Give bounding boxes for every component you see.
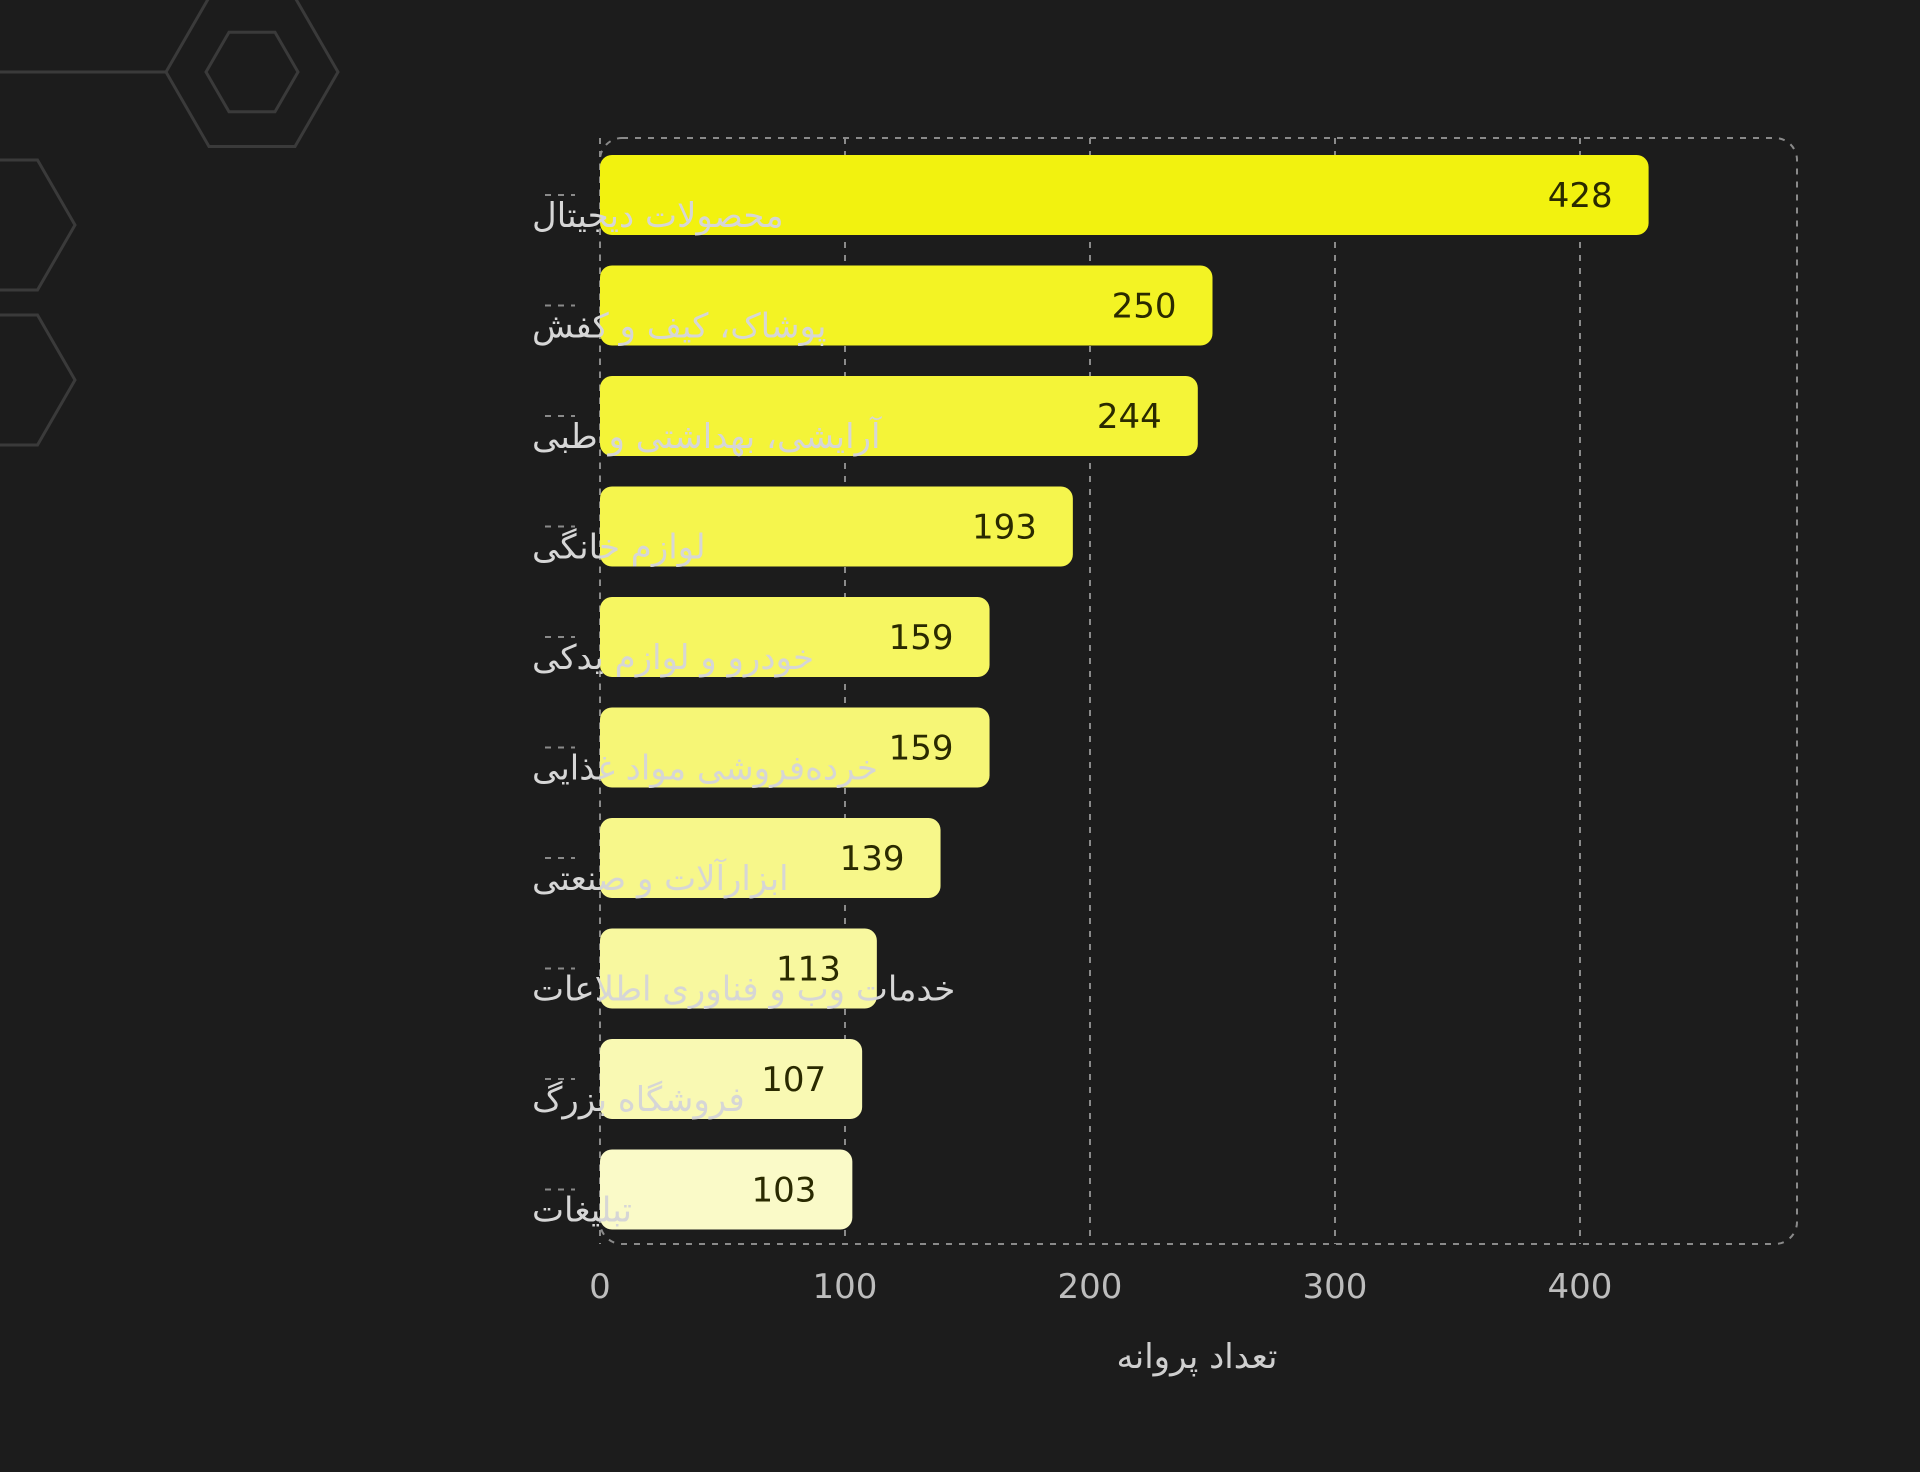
hexagon-shape-2 — [0, 158, 77, 292]
category-label-7: خدمات وب و فناوری اطلاعات — [532, 970, 955, 1010]
x-axis-ticks: 0 100 200 300 400 — [589, 1267, 1612, 1307]
category-label-8: فروشگاه بزرگ — [532, 1080, 745, 1120]
bar-value-label-3: 193 — [972, 508, 1037, 548]
bar-6 — [600, 818, 941, 898]
x-axis-title: تعداد پروانه — [1117, 1337, 1278, 1377]
bar-value-label-6: 139 — [840, 839, 905, 879]
bar-7 — [600, 928, 877, 1009]
category-label-4: خودرو و لوازم یدکی — [532, 638, 814, 678]
bar-value-label-0: 428 — [1548, 176, 1613, 216]
bar-value-label-8: 107 — [761, 1060, 826, 1100]
category-label-9: تبلیغات — [532, 1191, 632, 1231]
bar-value-label-7: 113 — [776, 950, 841, 990]
category-label-5: خرده‌فروشی مواد غذایی — [532, 749, 878, 789]
category-label-0: محصولات دیجیتال — [532, 196, 784, 236]
bar-5 — [600, 707, 990, 788]
plot-frame — [599, 137, 1798, 1245]
bar-2 — [600, 376, 1198, 456]
x-tick-label-200: 200 — [1058, 1267, 1123, 1307]
bar-value-label-2: 244 — [1097, 397, 1162, 437]
hexagon-shape-0 — [164, 0, 340, 148]
category-label-3: لوازم خانگی — [532, 528, 706, 568]
x-tick-label-300: 300 — [1303, 1267, 1368, 1307]
hexagon-shape-3 — [0, 313, 77, 447]
category-label-2: آرایشی، بهداشتی و طبی — [532, 416, 882, 457]
category-label-6: ابزارآلات و صنعتی — [532, 858, 789, 899]
x-tick-label-0: 0 — [589, 1267, 611, 1307]
bar-value-label-1: 250 — [1112, 287, 1177, 327]
x-tick-label-400: 400 — [1548, 1267, 1613, 1307]
hexagon-shape-1 — [204, 30, 300, 114]
bar-3 — [600, 486, 1073, 567]
bar-9 — [600, 1149, 853, 1230]
category-label-1: پوشاک، کیف و کفش — [532, 307, 827, 347]
x-tick-label-100: 100 — [813, 1267, 878, 1307]
hexagon-decoration — [0, 0, 340, 447]
bars: 428 250 244 193 159 159 139 113 107 103 — [600, 155, 1649, 1230]
bar-value-label-9: 103 — [751, 1171, 816, 1211]
category-labels: محصولات دیجیتال پوشاک، کیف و کفش آرایشی، ب… — [532, 194, 955, 1231]
bar-value-label-4: 159 — [889, 618, 954, 658]
bar-0 — [600, 155, 1649, 235]
bar-4 — [600, 597, 990, 677]
bar-1 — [600, 265, 1213, 346]
bar-8 — [600, 1039, 863, 1119]
bar-value-label-5: 159 — [889, 729, 954, 769]
